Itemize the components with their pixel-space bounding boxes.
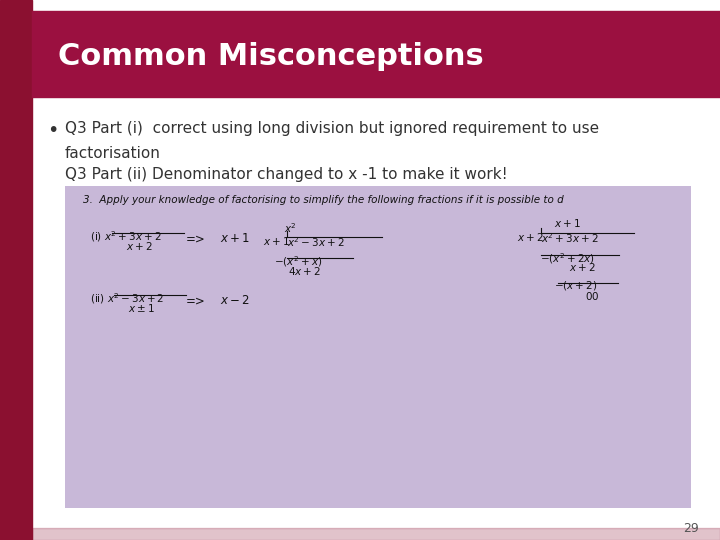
Bar bbox=[65, 186, 691, 508]
Text: $x+2$: $x+2$ bbox=[126, 240, 153, 252]
Text: Q3 Part (i)  correct using long division but ignored requirement to use: Q3 Part (i) correct using long division … bbox=[65, 122, 599, 137]
Text: 3.  Apply your knowledge of factorising to simplify the following fractions if i: 3. Apply your knowledge of factorising t… bbox=[83, 195, 564, 206]
Text: $x \pm 1$: $x \pm 1$ bbox=[128, 302, 155, 314]
Text: Common Misconceptions: Common Misconceptions bbox=[58, 42, 483, 71]
Text: $x+1$: $x+1$ bbox=[220, 232, 250, 245]
Text: factorisation: factorisation bbox=[65, 146, 161, 161]
Bar bbox=[32, 528, 720, 540]
Bar bbox=[0, 0, 32, 540]
Text: $x^2 - 3x + 2$: $x^2 - 3x + 2$ bbox=[287, 235, 344, 249]
Text: =>: => bbox=[186, 294, 205, 307]
Text: (ii) $x^2 - 3x + 2$: (ii) $x^2 - 3x + 2$ bbox=[90, 292, 164, 306]
Text: $-(x^2 + x)$: $-(x^2 + x)$ bbox=[274, 254, 322, 268]
Text: $x+1$: $x+1$ bbox=[554, 217, 581, 229]
Text: •: • bbox=[47, 122, 58, 140]
Text: $x + 2$: $x + 2$ bbox=[569, 261, 595, 273]
Text: $x+2$: $x+2$ bbox=[517, 231, 544, 243]
Text: $4x + 2$: $4x + 2$ bbox=[288, 265, 321, 276]
Text: $x+1$: $x+1$ bbox=[263, 235, 289, 247]
Text: 29: 29 bbox=[683, 522, 698, 535]
Text: $-(x^2 + 2x)$: $-(x^2 + 2x)$ bbox=[540, 251, 595, 266]
Text: $x - 2$: $x - 2$ bbox=[220, 294, 250, 307]
Text: $x^2$: $x^2$ bbox=[284, 221, 297, 235]
Bar bbox=[32, 11, 720, 97]
Text: =>: => bbox=[186, 232, 205, 245]
Text: (i) $x^2 + 3x + 2$: (i) $x^2 + 3x + 2$ bbox=[90, 230, 161, 244]
Text: $-(x+2)$: $-(x+2)$ bbox=[554, 279, 598, 292]
Text: Q3 Part (ii) Denominator changed to x -1 to make it work!: Q3 Part (ii) Denominator changed to x -1… bbox=[65, 167, 508, 183]
Text: $00$: $00$ bbox=[585, 290, 599, 302]
Text: $x^2 + 3x + 2$: $x^2 + 3x + 2$ bbox=[541, 231, 599, 245]
